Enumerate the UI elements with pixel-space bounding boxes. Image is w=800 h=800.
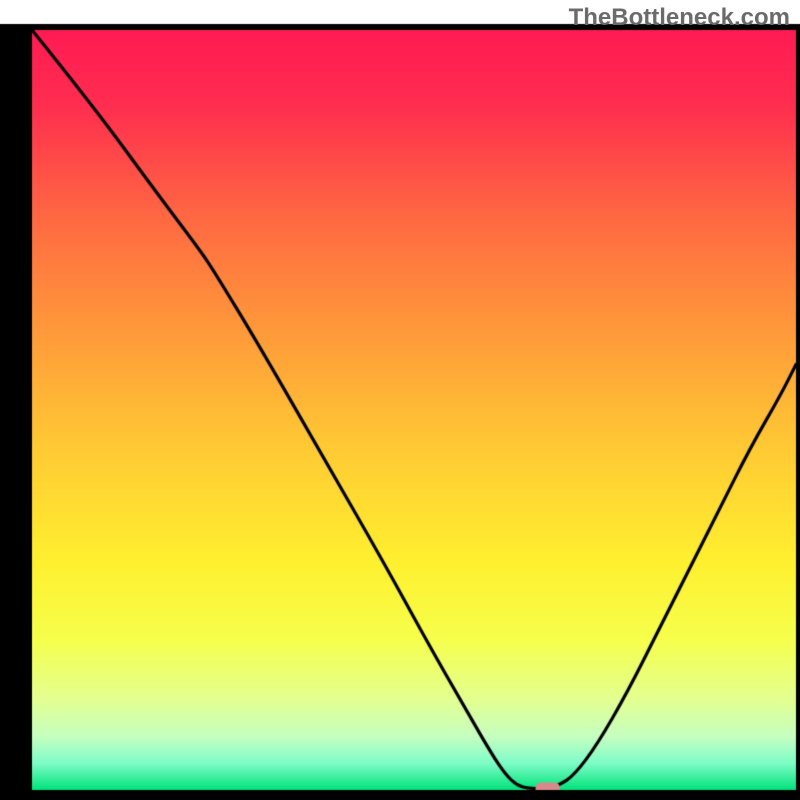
bottleneck-chart-canvas (0, 0, 800, 800)
chart-container: TheBottleneck.com (0, 0, 800, 800)
